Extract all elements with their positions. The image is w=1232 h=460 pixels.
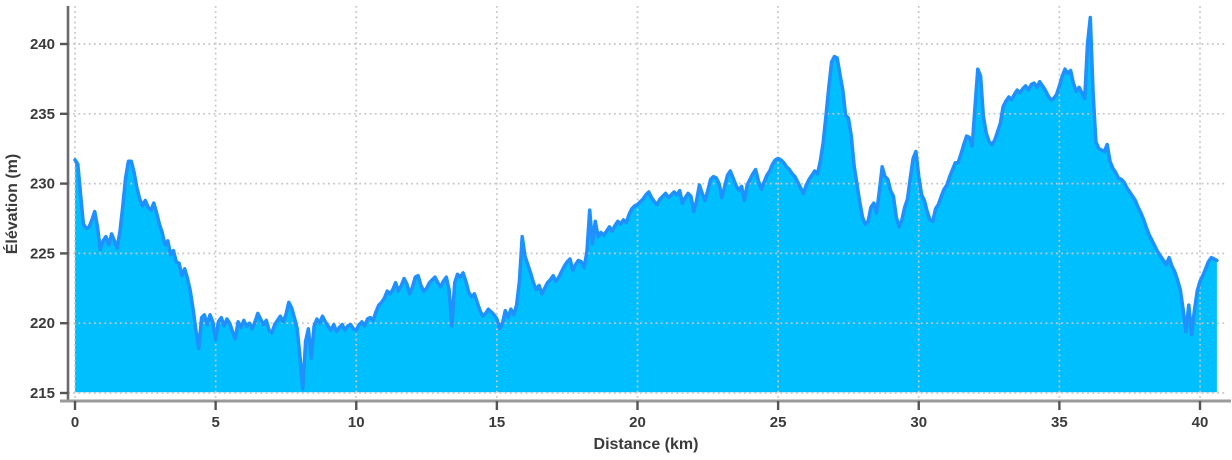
- x-axis-label: Distance (km): [594, 436, 699, 453]
- elevation-line: [73, 15, 1219, 391]
- area-fill-layer: [75, 17, 1217, 393]
- y-tick-label: 230: [30, 176, 55, 193]
- axes-layer: [60, 6, 1231, 410]
- y-axis-label: Élévation (m): [2, 154, 21, 254]
- y-tick-label: 220: [30, 315, 55, 332]
- x-tick-label: 25: [770, 414, 787, 431]
- x-tick-label: 0: [71, 414, 79, 431]
- y-tick-label: 235: [30, 106, 55, 123]
- x-tick-label: 40: [1192, 414, 1209, 431]
- x-tick-label: 10: [348, 414, 365, 431]
- x-tick-label: 30: [910, 414, 927, 431]
- y-tick-label: 225: [30, 245, 55, 262]
- x-tick-label: 20: [629, 414, 646, 431]
- elevation-line-layer: [73, 15, 1219, 391]
- x-tick-label: 15: [489, 414, 506, 431]
- y-tick-label: 240: [30, 36, 55, 53]
- elevation-area-fill: [75, 17, 1217, 393]
- x-tick-label: 5: [211, 414, 219, 431]
- y-tick-label: 215: [30, 385, 55, 402]
- tick-label-layer: 215 220 225 230 235 240 0 5 10 15 20 25 30 35 40: [30, 36, 1208, 431]
- x-tick-label: 35: [1051, 414, 1068, 431]
